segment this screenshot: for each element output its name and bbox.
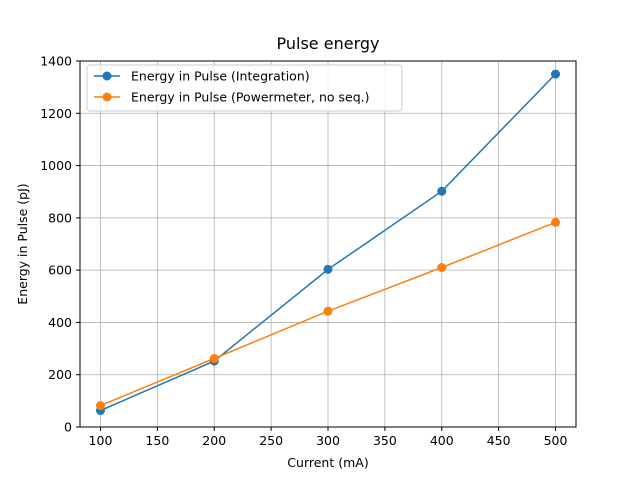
x-tick-label: 300 — [316, 433, 340, 448]
x-axis-label: Current (mA) — [287, 455, 368, 470]
data-point — [95, 401, 105, 411]
y-axis-label: Energy in Pulse (pJ) — [15, 183, 30, 304]
legend-marker-integration — [102, 71, 112, 81]
data-point — [323, 264, 333, 274]
y-tick-label: 1400 — [40, 54, 72, 69]
y-tick-label: 400 — [48, 315, 72, 330]
y-tick-label: 1200 — [40, 106, 72, 121]
legend-box — [86, 64, 403, 112]
x-tick-label: 450 — [487, 433, 511, 448]
x-axis-ticks: 100 150 200 250 300 350 400 450 500 — [89, 427, 568, 448]
x-tick-label: 150 — [145, 433, 169, 448]
legend: Energy in Pulse (Integration) Energy in … — [86, 64, 403, 112]
y-tick-label: 800 — [48, 210, 72, 225]
data-point — [551, 217, 561, 227]
series-layer — [95, 69, 561, 416]
data-point — [437, 263, 447, 273]
data-point — [437, 186, 447, 196]
legend-label-integration: Energy in Pulse (Integration) — [131, 69, 310, 84]
legend-marker-powermeter — [102, 92, 112, 102]
legend-label-powermeter: Energy in Pulse (Powermeter, no seq.) — [131, 90, 370, 105]
x-tick-label: 350 — [373, 433, 397, 448]
data-point — [209, 354, 219, 364]
x-tick-label: 500 — [544, 433, 568, 448]
data-point — [551, 69, 561, 79]
chart-title: Pulse energy — [277, 34, 380, 53]
x-tick-label: 250 — [259, 433, 283, 448]
data-point — [323, 306, 333, 316]
y-tick-label: 0 — [64, 420, 72, 435]
y-tick-label: 200 — [48, 367, 72, 382]
y-tick-label: 1000 — [40, 158, 72, 173]
x-tick-label: 200 — [202, 433, 226, 448]
series-1 — [95, 217, 561, 411]
x-tick-label: 400 — [430, 433, 454, 448]
y-tick-label: 600 — [48, 263, 72, 278]
x-tick-label: 100 — [89, 433, 113, 448]
y-axis-ticks: 0 200 400 600 800 1000 1200 1400 — [40, 54, 80, 435]
